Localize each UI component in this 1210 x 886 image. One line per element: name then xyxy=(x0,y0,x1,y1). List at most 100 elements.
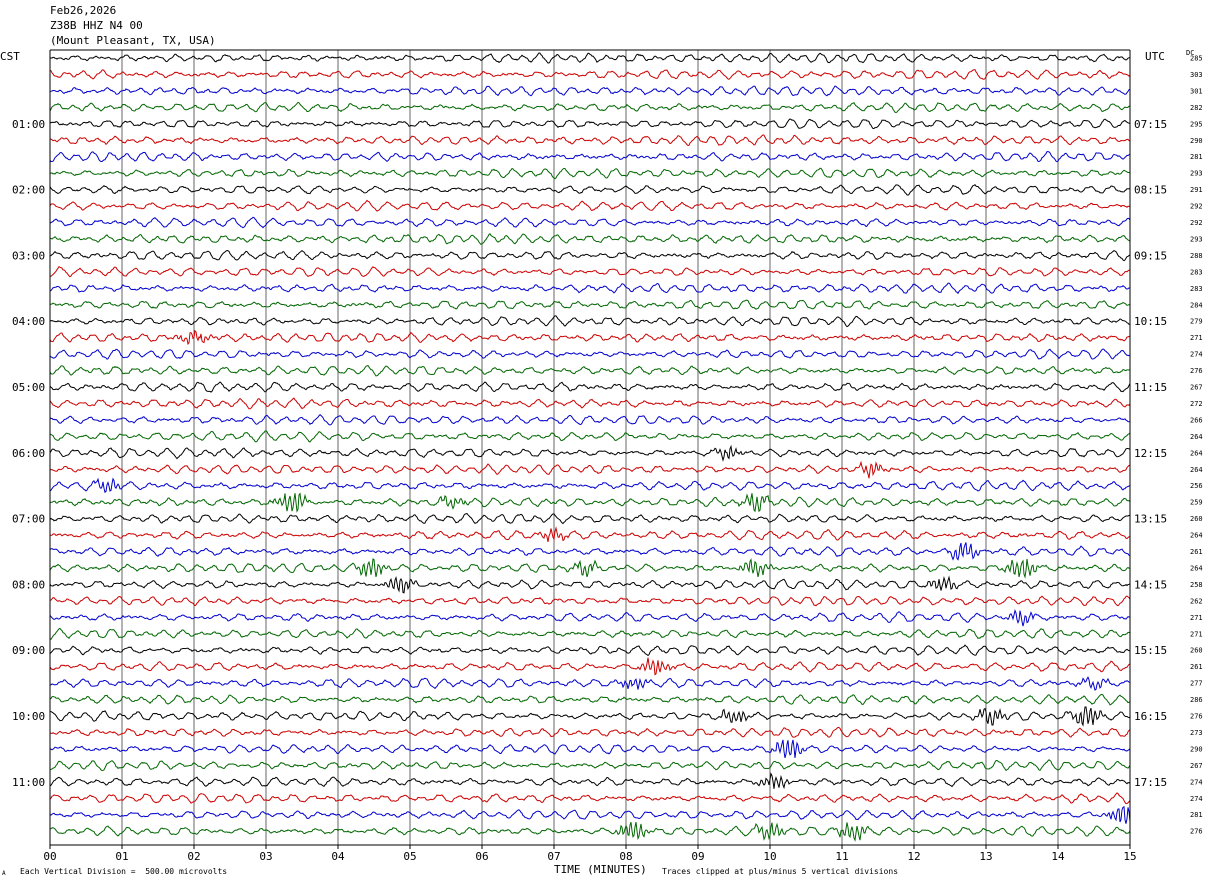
dc-value-label: 285 xyxy=(1190,55,1203,63)
trace-row-15 xyxy=(49,299,1131,310)
left-hour-label: 10:00 xyxy=(12,710,45,723)
trace-row-29 xyxy=(49,526,1131,542)
right-hour-label: 09:15 xyxy=(1134,249,1167,262)
x-tick-label: 02 xyxy=(187,850,200,863)
trace-row-34 xyxy=(49,609,1131,627)
left-hour-label: 06:00 xyxy=(12,447,45,460)
trace-row-33 xyxy=(49,595,1131,607)
trace-row-22 xyxy=(49,414,1131,426)
right-hour-label: 16:15 xyxy=(1134,710,1167,723)
trace-row-43 xyxy=(49,759,1131,772)
trace-row-5 xyxy=(49,134,1131,147)
trace-row-42 xyxy=(49,739,1131,759)
dc-value-label: 258 xyxy=(1190,581,1203,589)
trace-row-0 xyxy=(49,52,1131,64)
dc-value-label: 276 xyxy=(1190,367,1203,375)
right-hour-label: 11:15 xyxy=(1134,381,1167,394)
trace-row-36 xyxy=(49,644,1131,657)
dc-value-label: 284 xyxy=(1190,301,1203,309)
trace-row-40 xyxy=(49,706,1131,727)
right-timezone-label: UTC xyxy=(1145,50,1165,63)
trace-row-31 xyxy=(49,558,1131,579)
x-tick-label: 04 xyxy=(331,850,345,863)
trace-row-20 xyxy=(49,381,1131,393)
dc-value-label: 283 xyxy=(1190,285,1203,293)
trace-row-37 xyxy=(49,657,1131,676)
trace-row-24 xyxy=(49,444,1131,462)
dc-value-label: 274 xyxy=(1190,351,1203,359)
trace-row-4 xyxy=(49,118,1131,130)
dc-value-label: 288 xyxy=(1190,252,1203,260)
dc-value-label: 277 xyxy=(1190,680,1203,688)
trace-row-9 xyxy=(49,199,1131,212)
trace-row-44 xyxy=(49,772,1131,790)
trace-row-30 xyxy=(49,542,1131,561)
dc-value-label: 264 xyxy=(1190,532,1203,540)
x-tick-label: 01 xyxy=(115,850,128,863)
x-tick-label: 14 xyxy=(1051,850,1065,863)
right-hour-label: 12:15 xyxy=(1134,447,1167,460)
left-hour-label: 03:00 xyxy=(12,249,45,262)
x-tick-label: 06 xyxy=(475,850,488,863)
right-hour-label: 17:15 xyxy=(1134,776,1167,789)
header-location: (Mount Pleasant, TX, USA) xyxy=(50,34,216,47)
dc-value-label: 264 xyxy=(1190,564,1203,572)
scale-note: Each Vertical Division = 500.00 microvol… xyxy=(20,867,228,876)
x-tick-label: 07 xyxy=(547,850,560,863)
axes-frame xyxy=(49,49,1131,849)
dc-value-label: 267 xyxy=(1190,384,1203,392)
trace-row-19 xyxy=(49,365,1131,377)
trace-row-41 xyxy=(49,726,1131,738)
trace-group xyxy=(49,52,1131,842)
right-hour-label: 14:15 xyxy=(1134,578,1167,591)
clip-note: Traces clipped at plus/minus 5 vertical … xyxy=(662,867,899,876)
dc-value-label: 282 xyxy=(1190,104,1203,112)
dc-value-label: 295 xyxy=(1190,120,1203,128)
right-hour-label: 08:15 xyxy=(1134,184,1167,197)
x-tick-label: 05 xyxy=(403,850,416,863)
dc-value-label: 266 xyxy=(1190,416,1203,424)
dc-value-label: 260 xyxy=(1190,515,1203,523)
dc-value-label: 264 xyxy=(1190,449,1203,457)
trace-row-28 xyxy=(49,513,1131,525)
dc-value-label: 281 xyxy=(1190,811,1203,819)
trace-row-3 xyxy=(49,101,1131,114)
trace-row-13 xyxy=(49,266,1131,278)
trace-row-26 xyxy=(49,477,1131,494)
x-axis-title: TIME (MINUTES) xyxy=(554,863,647,876)
dc-value-label: 272 xyxy=(1190,400,1203,408)
trace-row-14 xyxy=(49,282,1131,295)
trace-row-16 xyxy=(49,315,1131,328)
trace-row-23 xyxy=(49,430,1131,443)
trace-row-17 xyxy=(49,329,1131,346)
left-hour-label: 11:00 xyxy=(12,776,45,789)
trace-row-7 xyxy=(49,167,1131,180)
trace-row-27 xyxy=(49,492,1131,513)
left-hour-label: 01:00 xyxy=(12,118,45,131)
dc-value-label: 276 xyxy=(1190,828,1203,836)
trace-row-1 xyxy=(49,69,1131,80)
x-tick-label: 11 xyxy=(835,850,848,863)
dc-value-label: 274 xyxy=(1190,778,1203,786)
x-tick-label: 00 xyxy=(43,850,56,863)
dc-value-label: 286 xyxy=(1190,696,1203,704)
dc-value-label: 292 xyxy=(1190,203,1203,211)
trace-row-10 xyxy=(49,216,1131,229)
x-tick-label: 12 xyxy=(907,850,920,863)
dc-value-label: 262 xyxy=(1190,597,1203,605)
dc-value-label: 283 xyxy=(1190,268,1203,276)
x-tick-label: 08 xyxy=(619,850,632,863)
dc-value-label: 261 xyxy=(1190,663,1203,671)
dc-value-label: 293 xyxy=(1190,235,1203,243)
trace-row-8 xyxy=(49,184,1131,196)
left-hour-label: 02:00 xyxy=(12,184,45,197)
dc-value-label: 279 xyxy=(1190,318,1203,326)
dc-value-label: 274 xyxy=(1190,795,1203,803)
dc-value-label: 292 xyxy=(1190,219,1203,227)
dc-value-label: 271 xyxy=(1190,614,1203,622)
corner-mark: A xyxy=(2,870,6,877)
dc-value-label: 301 xyxy=(1190,87,1203,95)
header-station: Z38B HHZ N4 00 xyxy=(50,19,143,32)
dc-value-label: 271 xyxy=(1190,334,1203,342)
trace-row-39 xyxy=(49,693,1131,706)
